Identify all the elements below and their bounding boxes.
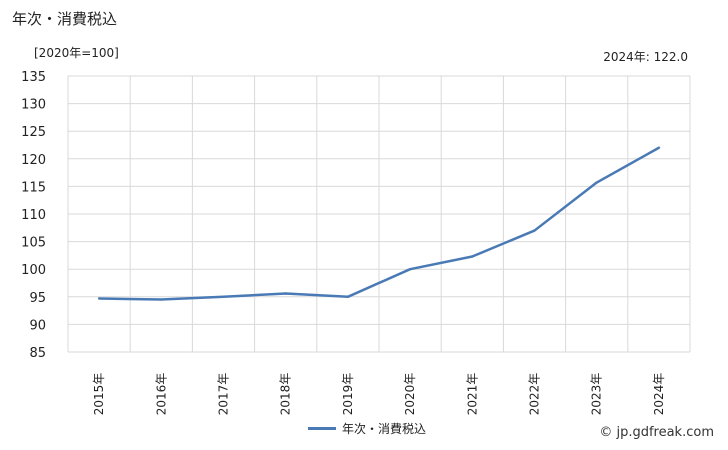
data-point (595, 181, 598, 184)
x-tick-label: 2019年 (341, 373, 355, 416)
latest-value-label: 2024年: 122.0 (603, 50, 688, 64)
y-axis-ticks: 85 90 95 100 105 110 115 120 125 130 135 (21, 70, 46, 361)
x-tick-label: 2023年 (590, 373, 604, 416)
x-tick-label: 2020年 (403, 373, 417, 416)
unit-label: [2020年=100] (34, 46, 119, 60)
data-point (346, 295, 350, 298)
chart-title: 年次・消費税込 (12, 10, 118, 28)
x-tick-label: 2024年 (652, 373, 666, 416)
y-tick-label: 115 (21, 180, 46, 195)
data-point (160, 298, 163, 301)
y-tick-label: 100 (21, 263, 46, 278)
x-tick-label: 2017年 (217, 373, 231, 416)
y-tick-label: 110 (21, 208, 46, 223)
y-tick-label: 85 (29, 346, 46, 361)
data-point (657, 146, 661, 149)
series-line (99, 146, 660, 301)
x-tick-label: 2015年 (92, 373, 106, 416)
legend-swatch (308, 427, 336, 430)
series-layer (97, 146, 661, 301)
x-tick-label: 2018年 (279, 373, 293, 416)
legend: 年次・消費税込 (308, 420, 426, 437)
legend-label: 年次・消費税込 (342, 422, 427, 436)
x-tick-label: 2022年 (528, 373, 542, 416)
y-tick-label: 90 (29, 318, 46, 333)
x-axis-ticks: 2015年 2016年 2017年 2018年 2019年 2020年 2021年 2022年… (92, 373, 666, 416)
y-tick-label: 95 (29, 291, 46, 306)
data-point (97, 297, 101, 300)
gridlines (67, 75, 691, 353)
y-tick-label: 125 (21, 125, 46, 140)
y-tick-label: 135 (21, 70, 46, 85)
data-point (533, 229, 536, 232)
x-tick-label: 2021年 (465, 373, 479, 416)
y-tick-label: 105 (21, 236, 46, 251)
data-point (471, 255, 474, 258)
data-point (284, 292, 287, 295)
credit-text: © jp.gdfreak.com (599, 425, 714, 440)
y-tick-label: 120 (21, 153, 46, 168)
data-point (222, 295, 225, 298)
data-point (408, 268, 412, 271)
x-tick-label: 2016年 (154, 373, 168, 416)
y-tick-label: 130 (21, 98, 46, 113)
